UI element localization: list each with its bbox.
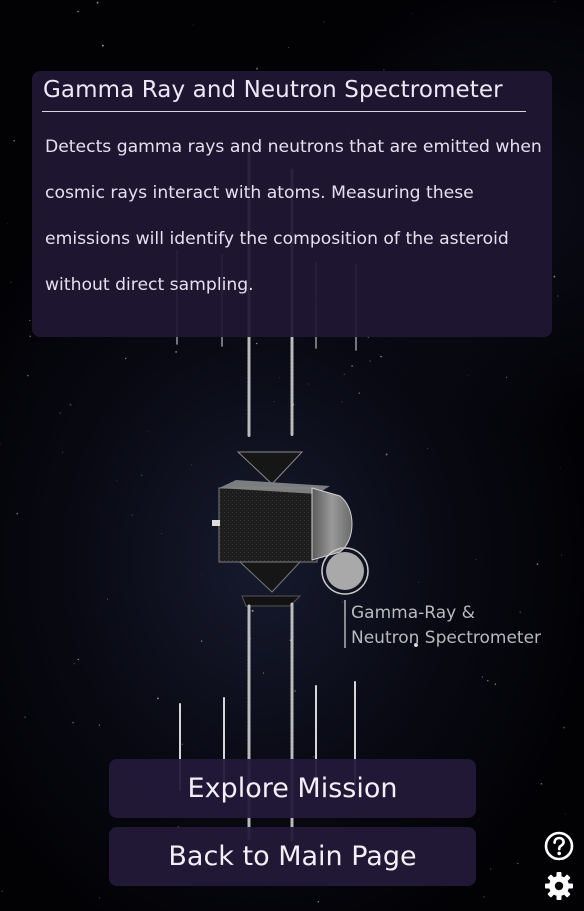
instrument-info-card: Gamma Ray and Neutron Spectrometer Detec… xyxy=(32,71,552,337)
gear-icon[interactable] xyxy=(543,870,575,902)
instrument-label-line2: Neutron Spectrometer xyxy=(351,628,542,648)
back-to-main-page-button[interactable]: Back to Main Page xyxy=(109,827,476,886)
title-divider xyxy=(42,111,526,112)
help-icon[interactable] xyxy=(543,830,575,862)
instrument-marker[interactable] xyxy=(321,547,369,648)
instrument-description: Detects gamma rays and neutrons that are… xyxy=(45,137,542,295)
spacecraft-bus xyxy=(212,480,353,607)
explore-mission-button[interactable]: Explore Mission xyxy=(109,759,476,818)
instrument-title: Gamma Ray and Neutron Spectrometer xyxy=(43,77,503,103)
instrument-label: Gamma-Ray & Neutron Spectrometer xyxy=(351,601,541,651)
instrument-label-line1: Gamma-Ray & xyxy=(351,603,475,623)
